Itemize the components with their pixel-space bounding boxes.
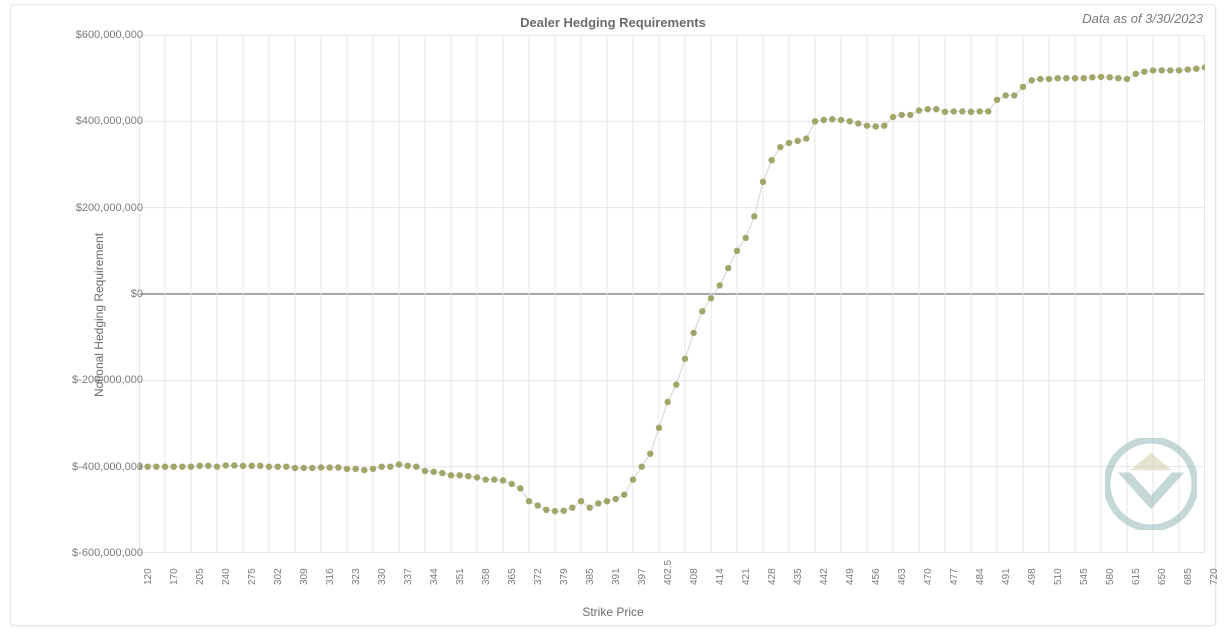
x-tick-label: 685 [1183, 568, 1194, 585]
x-tick-label: 720 [1209, 568, 1220, 585]
x-tick-label: 170 [169, 568, 180, 585]
x-tick-label: 477 [949, 568, 960, 585]
x-tick-label: 414 [715, 568, 726, 585]
chart-title: Dealer Hedging Requirements [11, 15, 1215, 30]
x-tick-label: 449 [845, 568, 856, 585]
x-tick-label: 344 [429, 568, 440, 585]
x-axis-title: Strike Price [11, 605, 1215, 619]
series-svg [139, 35, 1205, 553]
x-tick-label: 435 [793, 568, 804, 585]
x-tick-label: 391 [611, 568, 622, 585]
watermark-svg [1105, 438, 1197, 530]
x-tick-label: 470 [923, 568, 934, 585]
x-tick-label: 463 [897, 568, 908, 585]
y-tick-label: $-200,000,000 [72, 374, 143, 386]
x-tick-label: 275 [247, 568, 258, 585]
x-tick-label: 397 [637, 568, 648, 585]
x-tick-label: 358 [481, 568, 492, 585]
x-tick-label: 491 [1001, 568, 1012, 585]
x-tick-label: 330 [377, 568, 388, 585]
x-tick-label: 428 [767, 568, 778, 585]
x-tick-label: 421 [741, 568, 752, 585]
x-tick-label: 379 [559, 568, 570, 585]
x-tick-label: 484 [975, 568, 986, 585]
x-tick-label: 205 [195, 568, 206, 585]
x-tick-label: 442 [819, 568, 830, 585]
x-tick-label: 309 [299, 568, 310, 585]
x-tick-label: 372 [533, 568, 544, 585]
watermark-logo [1105, 438, 1197, 535]
x-tick-label: 510 [1053, 568, 1064, 585]
y-tick-label: $-600,000,000 [72, 547, 143, 559]
x-tick-label: 402.5 [663, 560, 674, 585]
x-tick-label: 351 [455, 568, 466, 585]
x-tick-label: 365 [507, 568, 518, 585]
y-tick-label: $200,000,000 [76, 202, 143, 214]
y-tick-label: $400,000,000 [76, 115, 143, 127]
x-tick-label: 385 [585, 568, 596, 585]
x-tick-label: 316 [325, 568, 336, 585]
x-tick-label: 580 [1105, 568, 1116, 585]
y-axis-title: Notional Hedging Requirement [92, 233, 106, 397]
x-tick-label: 302 [273, 568, 284, 585]
x-tick-label: 615 [1131, 568, 1142, 585]
x-tick-label: 408 [689, 568, 700, 585]
x-tick-label: 120 [143, 568, 154, 585]
x-tick-label: 240 [221, 568, 232, 585]
x-tick-label: 456 [871, 568, 882, 585]
x-tick-label: 323 [351, 568, 362, 585]
x-tick-label: 498 [1027, 568, 1038, 585]
y-tick-label: $0 [131, 288, 143, 300]
y-tick-label: $600,000,000 [76, 29, 143, 41]
chart-card: Dealer Hedging Requirements Data as of 3… [10, 4, 1216, 626]
plot-area [139, 35, 1205, 553]
x-tick-label: 337 [403, 568, 414, 585]
y-tick-label: $-400,000,000 [72, 461, 143, 473]
date-note: Data as of 3/30/2023 [1082, 11, 1203, 26]
x-tick-label: 650 [1157, 568, 1168, 585]
x-tick-label: 545 [1079, 568, 1090, 585]
